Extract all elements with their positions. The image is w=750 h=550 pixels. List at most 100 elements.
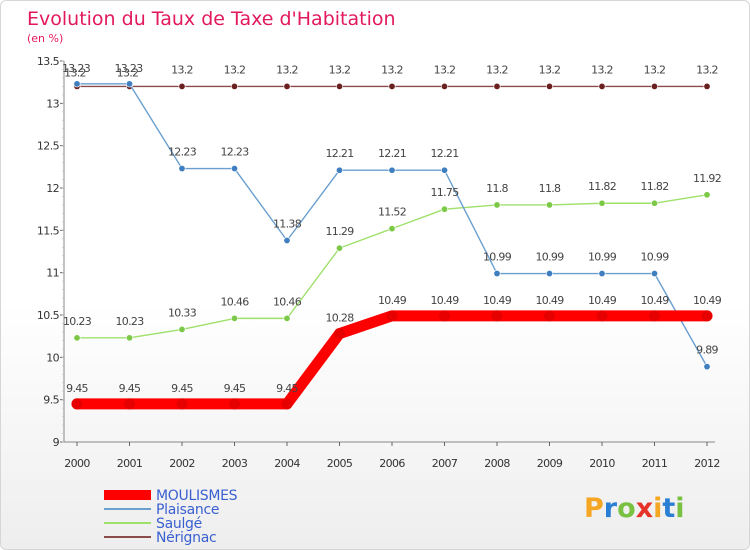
- logo-letter: x: [636, 493, 653, 524]
- series-point-2: [126, 334, 134, 342]
- series-point-1: [73, 80, 81, 88]
- chart-title: Evolution du Taux de Taxe d'Habitation: [27, 8, 396, 30]
- logo-letter: t: [662, 493, 675, 524]
- data-label: 11.82: [588, 180, 616, 193]
- data-label: 10.23: [63, 315, 92, 328]
- data-label: 13.2: [434, 63, 456, 76]
- data-label: 10.28: [326, 312, 355, 325]
- y-tick-label: 11: [46, 267, 59, 280]
- series-point-0: [649, 310, 660, 322]
- data-label: 11.8: [539, 182, 561, 195]
- y-tick-label: 12.5: [37, 140, 60, 153]
- data-label: 13.23: [115, 62, 144, 75]
- x-tick-label: 2006: [379, 457, 405, 470]
- data-label: 9.45: [66, 382, 88, 395]
- series-point-0: [386, 310, 398, 322]
- y-tick-label: 12: [46, 182, 59, 195]
- series-point-0: [491, 310, 503, 322]
- series-point-0: [124, 398, 135, 410]
- series-point-2: [283, 314, 291, 322]
- data-label: 10.49: [588, 294, 617, 307]
- data-label: 13.2: [486, 63, 508, 76]
- x-tick-label: 2008: [484, 457, 510, 470]
- data-label: 11.38: [273, 217, 302, 230]
- logo-letter: P: [584, 493, 604, 524]
- series-point-1: [493, 270, 501, 278]
- logo-letter: i: [653, 493, 662, 524]
- legend-label: Saulgé: [156, 516, 202, 532]
- data-label: 9.45: [119, 382, 141, 395]
- data-label: 10.99: [588, 251, 617, 264]
- series-point-2: [388, 225, 396, 233]
- data-label: 13.2: [117, 66, 139, 79]
- series-group: [71, 80, 713, 410]
- series-point-1: [335, 166, 343, 174]
- data-label: 12.21: [431, 147, 459, 160]
- legend-label: MOULISMES: [156, 488, 238, 504]
- series-point-1: [388, 166, 396, 174]
- logo-letter: o: [617, 493, 636, 524]
- series-point-3: [335, 82, 343, 90]
- x-tick-label: 2011: [642, 457, 668, 470]
- x-tick-label: 2009: [537, 457, 563, 470]
- x-tick-label: 2007: [432, 457, 458, 470]
- data-label: 10.99: [536, 251, 565, 264]
- series-point-0: [439, 310, 450, 322]
- series-point-0: [544, 310, 555, 322]
- data-label: 13.2: [224, 63, 246, 76]
- data-label: 13.2: [276, 63, 298, 76]
- series-point-1: [126, 80, 134, 88]
- data-label: 13.2: [696, 63, 718, 76]
- data-label: 10.46: [273, 295, 302, 308]
- series-point-2: [335, 244, 343, 252]
- series-point-0: [334, 328, 345, 340]
- legend-label: Plaisance: [156, 502, 219, 518]
- data-label: 11.75: [431, 186, 460, 199]
- y-tick-label: 10: [46, 351, 59, 364]
- data-label: 11.92: [693, 172, 721, 185]
- data-label: 10.49: [431, 294, 460, 307]
- data-label: 13.23: [62, 62, 91, 75]
- data-label: 12.23: [221, 146, 250, 159]
- logo-letter: i: [675, 493, 684, 524]
- data-label: 9.89: [696, 344, 718, 357]
- series-point-2: [231, 314, 239, 322]
- series-point-3: [545, 82, 553, 90]
- data-label: 9.45: [276, 382, 298, 395]
- series-point-1: [545, 270, 553, 278]
- data-label: 10.99: [641, 251, 670, 264]
- series-point-2: [440, 205, 448, 213]
- data-label: 10.49: [693, 294, 722, 307]
- series-point-0: [701, 310, 713, 322]
- data-label: 10.49: [378, 294, 407, 307]
- data-label: 10.49: [536, 294, 565, 307]
- data-label: 13.2: [539, 63, 561, 76]
- data-label: 13.2: [64, 66, 86, 79]
- series-point-3: [178, 82, 186, 90]
- x-tick-label: 2012: [694, 457, 720, 470]
- y-tick-label: 9: [53, 436, 60, 449]
- data-label: 10.46: [221, 295, 250, 308]
- data-label: 12.21: [378, 147, 406, 160]
- chart-subtitle: (en %): [27, 32, 63, 45]
- series-point-2: [493, 201, 501, 209]
- series-point-2: [545, 201, 553, 209]
- data-label: 13.2: [644, 63, 666, 76]
- series-point-3: [440, 82, 448, 90]
- data-label: 10.33: [168, 306, 197, 319]
- data-label: 12.23: [168, 146, 197, 159]
- series-point-0: [71, 398, 83, 410]
- x-tick-label: 2005: [327, 457, 353, 470]
- series-point-0: [281, 398, 293, 410]
- series-point-1: [231, 165, 239, 173]
- y-tick-label: 13: [46, 97, 59, 110]
- series-point-1: [598, 270, 606, 278]
- series-point-3: [650, 82, 658, 90]
- data-label: 9.45: [171, 382, 193, 395]
- y-tick-label: 9.5: [43, 394, 59, 407]
- x-tick-label: 2002: [169, 457, 195, 470]
- data-label: 13.2: [591, 63, 613, 76]
- axes: 9 9.5 10 10.5 11 11.5 12 12.5 13 13.5 2000 2001 2002…: [37, 55, 720, 470]
- series-point-2: [178, 325, 186, 333]
- series-point-1: [650, 270, 658, 278]
